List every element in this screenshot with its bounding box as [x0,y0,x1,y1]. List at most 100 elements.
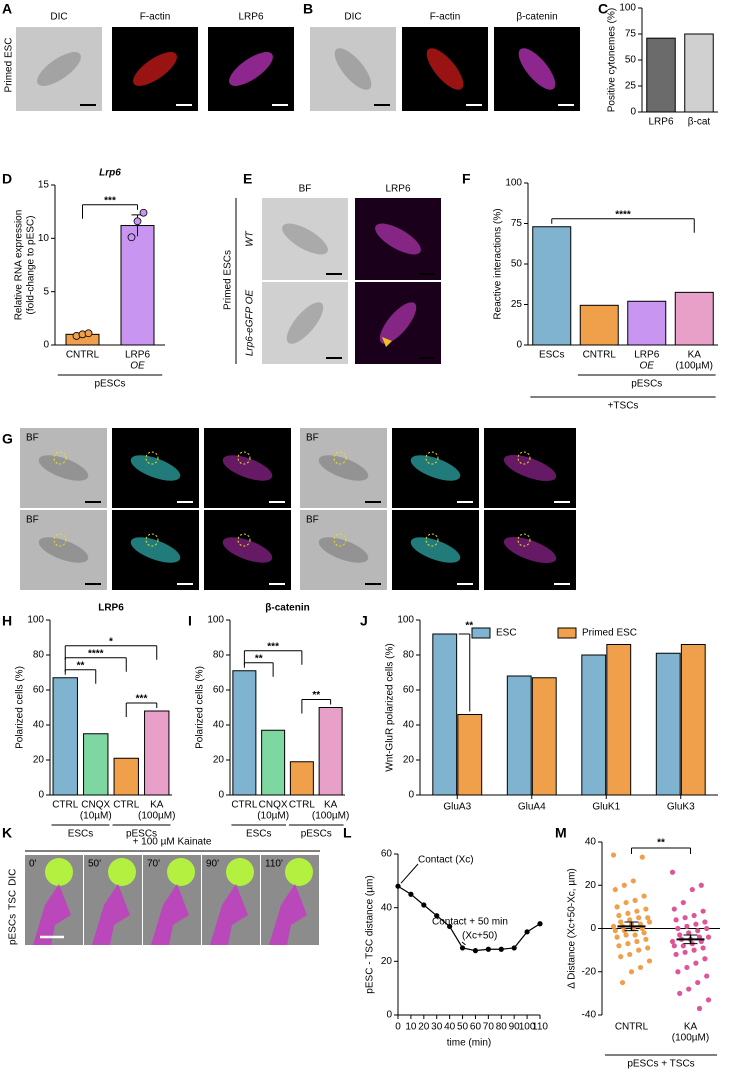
data-point [645,945,651,951]
y-tick-label: 20 [403,755,415,766]
y-axis-label: Positive cytonemes (%) [607,8,618,112]
data-point [671,906,677,912]
bar [83,733,109,796]
data-point [643,906,649,912]
data-point [646,958,653,964]
x-tick-label: KA [150,800,164,811]
data-point [680,899,686,906]
channel-label: BF [26,515,39,526]
x-tick-label: CNTRL [615,1022,649,1033]
roi [53,533,67,547]
group-label: pESCs + TSCs [627,1059,694,1070]
y-tick-label: 0 [218,790,224,801]
bar [531,677,557,796]
sig-label: ** [465,621,473,632]
x-tick-label: CNQX [81,800,110,811]
data-point [618,954,624,960]
cell [503,536,557,564]
data-point [693,960,699,966]
sig-label: *** [136,694,148,705]
data-point [630,878,636,884]
sig-label: ** [255,653,263,664]
channel-label: GluA4 [210,515,238,526]
data-point [472,948,479,954]
data-point [671,943,677,949]
data-point [641,930,647,936]
time-label: 0' [29,859,37,870]
y-axis-label: pESC - TSC distance (µm) [365,875,376,993]
row-label: WT [245,230,256,246]
x-tick-label: 90 [509,1022,521,1033]
y-axis-label: Polarized cells (%) [15,666,26,749]
x-tick-label: CTRL [289,800,316,811]
sig-label: ** [657,838,665,849]
data-point [669,869,676,875]
pesc-cell [269,884,307,945]
bar [684,33,714,113]
data-point [625,941,631,947]
bar [261,729,286,796]
y-tick-label: 0 [408,790,414,801]
channel-label: BF [26,433,39,444]
cell [426,48,464,90]
y-axis-label: Reactive interactions (%) [493,208,504,319]
annotation: Contact (Xc) [418,855,474,866]
data-point [632,932,638,938]
data-point [634,938,640,945]
data-point [686,930,692,936]
channel-label: GluA3 [210,433,238,444]
y-axis-label: Polarized cells (%) [195,666,206,749]
y-tick-label: 40 [381,902,393,913]
y-tick-label: 25 [511,299,523,310]
x-tick-label: LRP6 [634,350,659,361]
cell [318,455,369,481]
roi [333,451,347,465]
cell [286,302,324,344]
cell [130,455,181,481]
x-tick-label: 40 [444,1022,456,1033]
data-point [459,945,466,951]
y-tick-label: 15 [38,180,50,191]
tsc-cell [167,858,195,886]
y-tick-label: 25 [625,81,637,92]
y-tick-label: 50 [625,55,637,66]
legend-label: ESC [496,628,517,639]
panel-letter: J [360,613,368,629]
sig-label: ** [77,660,85,671]
x-tick-label: GluK1 [592,802,620,813]
data-point [673,917,679,923]
data-point [614,904,620,910]
data-point [395,883,401,889]
data-point [682,949,688,955]
y-tick-label: 20 [381,956,393,967]
arrowhead [382,337,392,347]
cell [518,48,556,90]
data-point [628,969,635,975]
data-point [704,925,710,932]
x-tick-label: KA [684,1022,698,1033]
panel-letter: A [2,1,12,17]
cell [130,537,181,563]
x-tick-label: 80 [496,1022,508,1033]
roi [333,533,347,547]
panel-letter: F [462,171,471,187]
cell [37,52,81,86]
cell [379,302,417,344]
annotation-arrow [461,941,466,946]
channel-label: β-cat [398,515,421,526]
cell [282,223,328,255]
data-point [498,946,504,952]
data-point [643,936,649,942]
panel-title: + 100 µM Kainate [133,837,212,848]
x-tick-label: KA [688,350,702,361]
data-point [537,921,543,927]
data-point [677,932,683,938]
x-tick-label: LRP6 [125,350,150,361]
x-tick-label: (100µM) [676,361,713,372]
channel-label: BF [306,433,319,444]
data-point [677,990,683,996]
panel-letter: C [598,1,608,17]
x-tick-label: ESCs [539,350,565,361]
bar [432,633,458,796]
x-tick-label: 20 [418,1022,430,1033]
